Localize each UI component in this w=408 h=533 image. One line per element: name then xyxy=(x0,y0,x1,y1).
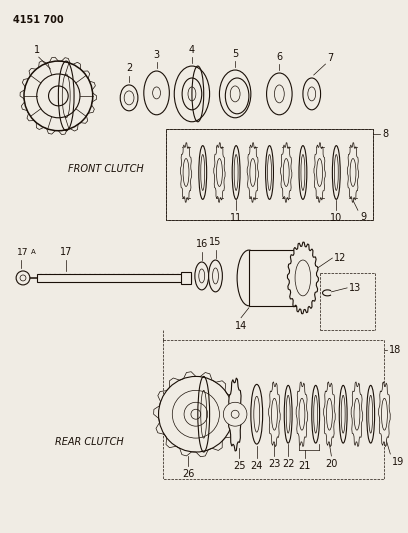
Text: 4151 700: 4151 700 xyxy=(13,15,64,25)
Text: 4: 4 xyxy=(189,45,195,55)
Polygon shape xyxy=(180,143,192,203)
Polygon shape xyxy=(247,143,259,203)
Polygon shape xyxy=(296,382,308,447)
Ellipse shape xyxy=(266,146,273,199)
Text: 14: 14 xyxy=(235,321,247,330)
Ellipse shape xyxy=(217,158,222,187)
Polygon shape xyxy=(281,143,292,203)
Ellipse shape xyxy=(381,398,387,430)
Ellipse shape xyxy=(312,385,319,443)
Text: FRONT CLUTCH: FRONT CLUTCH xyxy=(68,164,144,174)
Bar xyxy=(37,274,191,282)
Ellipse shape xyxy=(326,398,333,430)
Ellipse shape xyxy=(333,146,340,199)
Bar xyxy=(166,129,373,220)
Bar xyxy=(164,340,384,479)
Text: 24: 24 xyxy=(251,461,263,471)
Ellipse shape xyxy=(299,398,305,430)
Text: 11: 11 xyxy=(230,213,242,223)
Polygon shape xyxy=(314,143,325,203)
Ellipse shape xyxy=(339,385,347,443)
Text: 2: 2 xyxy=(126,63,132,73)
Circle shape xyxy=(172,390,220,438)
Polygon shape xyxy=(268,382,280,447)
Ellipse shape xyxy=(199,146,207,199)
Text: 8: 8 xyxy=(382,128,388,139)
Text: 22: 22 xyxy=(282,459,295,469)
Circle shape xyxy=(191,409,201,419)
Circle shape xyxy=(184,402,208,426)
Text: 12: 12 xyxy=(334,253,347,263)
Polygon shape xyxy=(214,143,225,203)
Circle shape xyxy=(223,402,247,426)
Text: 1: 1 xyxy=(34,45,40,55)
Text: 6: 6 xyxy=(276,52,282,62)
Ellipse shape xyxy=(350,158,356,187)
Polygon shape xyxy=(324,382,335,447)
Text: 15: 15 xyxy=(209,237,222,247)
Text: 16: 16 xyxy=(195,239,208,249)
Ellipse shape xyxy=(208,260,222,292)
Bar xyxy=(181,272,191,284)
Text: 17: 17 xyxy=(17,248,29,257)
Text: 19: 19 xyxy=(392,457,405,467)
Ellipse shape xyxy=(284,385,292,443)
Ellipse shape xyxy=(317,158,323,187)
Ellipse shape xyxy=(283,158,289,187)
Polygon shape xyxy=(379,382,390,447)
Circle shape xyxy=(16,271,30,285)
Ellipse shape xyxy=(354,398,360,430)
Bar xyxy=(249,250,303,306)
Ellipse shape xyxy=(299,146,307,199)
Ellipse shape xyxy=(250,158,256,187)
Text: REAR CLUTCH: REAR CLUTCH xyxy=(55,437,124,447)
Text: 23: 23 xyxy=(268,459,281,469)
Ellipse shape xyxy=(199,269,205,283)
Bar xyxy=(166,129,373,220)
Text: 3: 3 xyxy=(153,50,160,60)
Text: 5: 5 xyxy=(232,49,238,59)
Text: 26: 26 xyxy=(182,469,194,479)
Circle shape xyxy=(231,410,239,418)
Ellipse shape xyxy=(195,262,208,290)
Text: 9: 9 xyxy=(360,212,366,222)
Text: 20: 20 xyxy=(325,459,337,469)
Polygon shape xyxy=(288,242,318,314)
Ellipse shape xyxy=(271,398,277,430)
Ellipse shape xyxy=(237,250,261,306)
Text: A: A xyxy=(31,249,35,255)
Ellipse shape xyxy=(367,385,375,443)
Text: 10: 10 xyxy=(330,213,342,223)
Text: 7: 7 xyxy=(328,53,334,63)
Text: 17: 17 xyxy=(60,247,72,257)
Circle shape xyxy=(20,275,26,281)
Ellipse shape xyxy=(232,146,240,199)
Ellipse shape xyxy=(183,158,189,187)
Polygon shape xyxy=(347,143,359,203)
Polygon shape xyxy=(351,382,363,447)
Text: 25: 25 xyxy=(233,461,245,471)
Ellipse shape xyxy=(213,268,218,284)
Circle shape xyxy=(159,376,233,452)
Ellipse shape xyxy=(295,260,311,296)
Text: 13: 13 xyxy=(349,283,361,293)
Text: 21: 21 xyxy=(299,461,311,471)
Polygon shape xyxy=(228,378,242,451)
Text: 18: 18 xyxy=(389,344,401,354)
Ellipse shape xyxy=(251,384,263,444)
